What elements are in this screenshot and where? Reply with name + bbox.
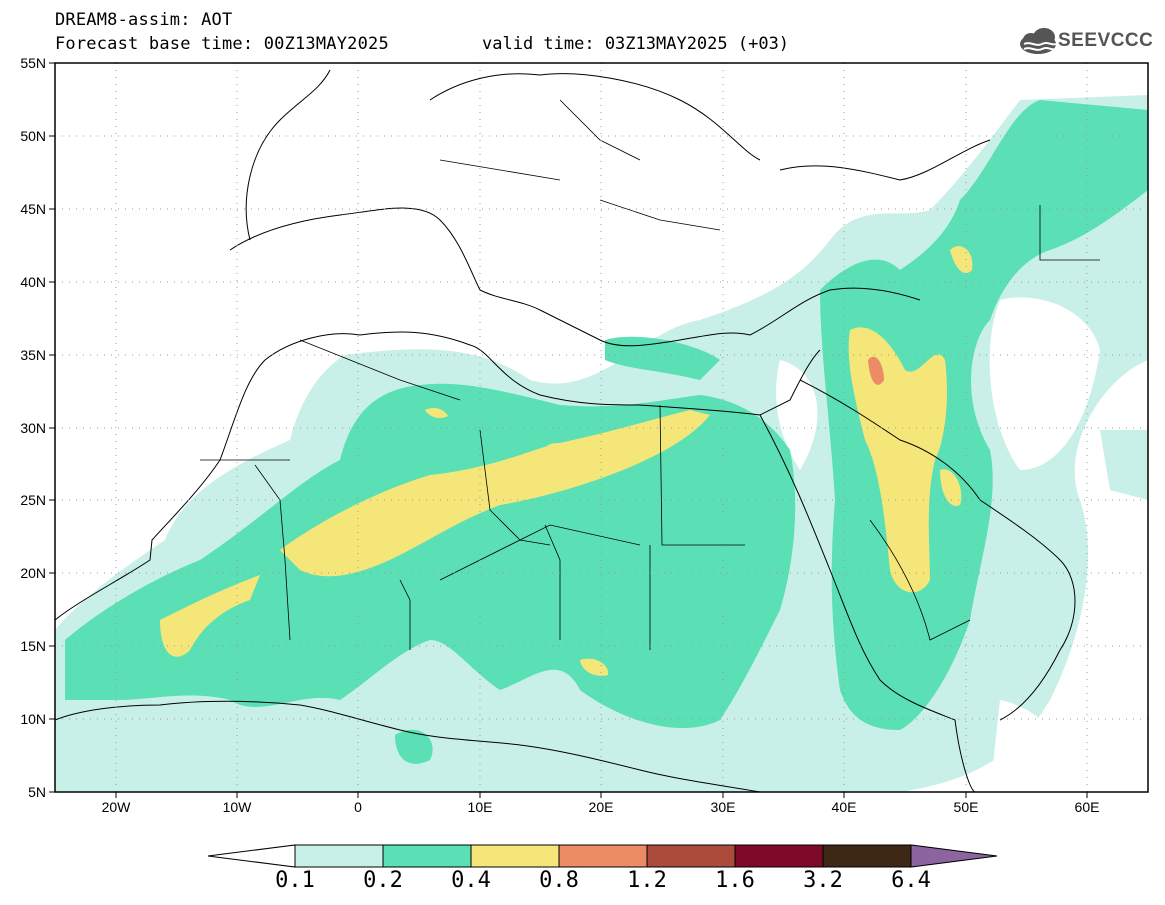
colorbar-label: 6.4: [891, 868, 931, 893]
x-tick-label: 0: [354, 799, 362, 815]
colorbar-swatch: [382, 844, 472, 868]
colorbar: [207, 844, 998, 868]
valid-time: valid time: 03Z13MAY2025 (+03): [482, 34, 790, 54]
y-tick-label: 50N: [20, 128, 46, 144]
colorbar-label: 0.8: [539, 868, 579, 893]
graticule: [55, 63, 1148, 792]
y-tick-label: 35N: [20, 347, 46, 363]
x-tick-labels: 20W 10W 0 10E 20E 30E 40E 50E 60E: [102, 799, 1100, 815]
x-tick-label: 10E: [468, 799, 493, 815]
colorbar-under-arrow: [207, 844, 296, 868]
colorbar-label: 0.2: [363, 868, 403, 893]
y-tick-label: 20N: [20, 565, 46, 581]
x-tick-label: 20W: [102, 799, 132, 815]
colorbar-over-arrow: [910, 844, 998, 868]
x-tick-label: 30E: [711, 799, 736, 815]
colorbar-label: 1.2: [627, 868, 667, 893]
colorbar-swatch: [294, 844, 384, 868]
base-time: Forecast base time: 00Z13MAY2025: [55, 34, 389, 54]
colorbar-label: 0.1: [275, 868, 315, 893]
seevccc-logo: [1020, 28, 1057, 54]
y-tick-label: 15N: [20, 638, 46, 654]
y-tick-label: 45N: [20, 201, 46, 217]
y-tick-label: 30N: [20, 420, 46, 436]
x-tick-label: 60E: [1075, 799, 1100, 815]
aot-field: [55, 69, 1148, 792]
colorbar-swatch: [470, 844, 560, 868]
y-tick-label: 5N: [28, 784, 46, 800]
aot-level-0-4: [160, 246, 973, 676]
colorbar-label: 1.6: [715, 868, 755, 893]
colorbar-label: 3.2: [803, 868, 843, 893]
y-tick-label: 55N: [20, 55, 46, 71]
logo-text: SEEVCCC: [1058, 30, 1154, 51]
y-tick-labels: 55N 50N 45N 40N 35N 30N 25N 20N 15N 10N …: [20, 55, 46, 800]
x-tick-label: 20E: [589, 799, 614, 815]
y-tick-label: 40N: [20, 274, 46, 290]
y-tick-label: 10N: [20, 711, 46, 727]
colorbar-label: 0.4: [451, 868, 491, 893]
tick-marks: [49, 62, 1088, 798]
x-tick-label: 40E: [832, 799, 857, 815]
coastlines: [55, 69, 1076, 792]
colorbar-swatch: [822, 844, 912, 868]
x-tick-label: 50E: [954, 799, 979, 815]
y-tick-label: 25N: [20, 492, 46, 508]
map-title: DREAM8-assim: AOT: [55, 10, 233, 30]
country-borders: [200, 99, 1100, 650]
aot-level-0-8: [868, 356, 884, 385]
x-tick-label: 10W: [223, 799, 253, 815]
aot-clear-patches: [776, 297, 1148, 792]
colorbar-swatch: [646, 844, 736, 868]
colorbar-swatch: [558, 844, 648, 868]
colorbar-swatch: [734, 844, 824, 868]
